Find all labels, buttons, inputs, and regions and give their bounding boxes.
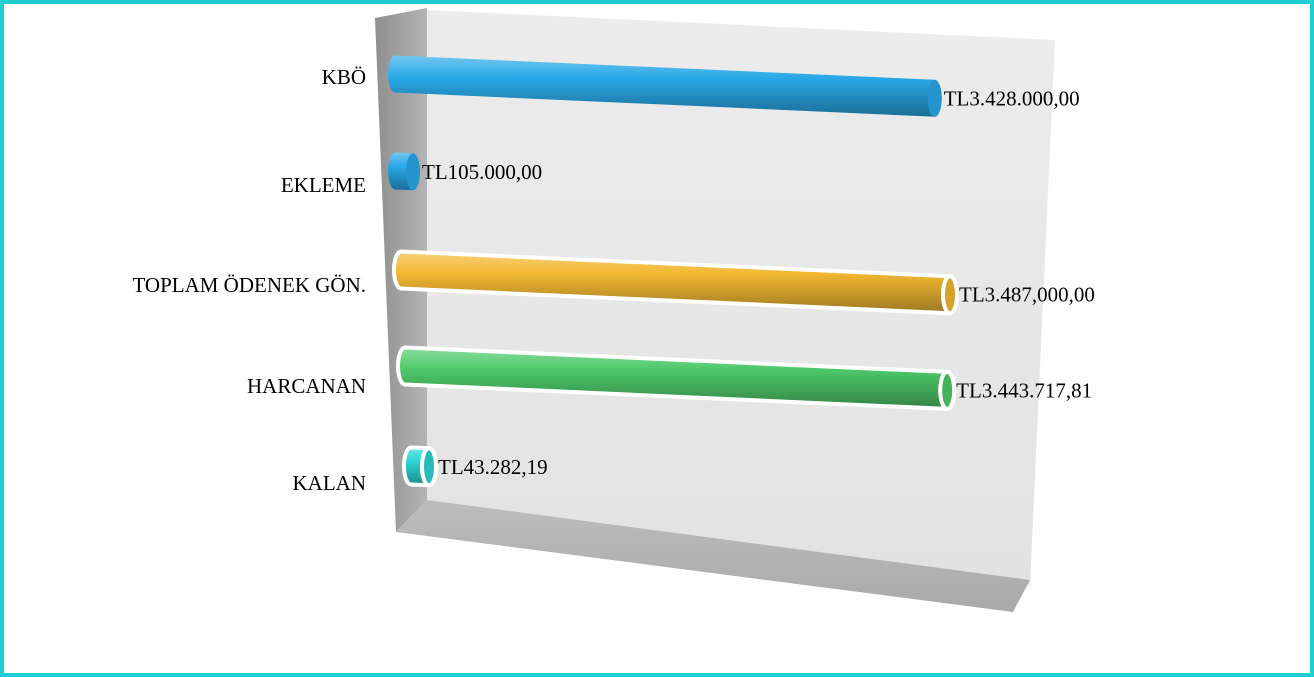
bar-cap bbox=[406, 153, 420, 190]
bar-cap bbox=[943, 276, 957, 313]
category-label: HARCANAN bbox=[247, 374, 366, 398]
bar-cap bbox=[422, 448, 436, 485]
data-label: TL105.000,00 bbox=[422, 160, 542, 184]
bar-cap bbox=[928, 80, 942, 117]
bar bbox=[388, 153, 420, 191]
data-label: TL43.282,19 bbox=[438, 455, 548, 479]
category-label: EKLEME bbox=[281, 173, 366, 197]
category-label: TOPLAM ÖDENEK GÖN. bbox=[132, 273, 366, 297]
data-label: TL3.443.717,81 bbox=[956, 378, 1092, 402]
data-label: TL3.487,000,00 bbox=[959, 283, 1095, 307]
category-label: KBÖ bbox=[322, 65, 366, 89]
bar bbox=[404, 448, 436, 486]
data-label: TL3.428.000,00 bbox=[944, 86, 1080, 110]
category-label: KALAN bbox=[293, 471, 367, 495]
bar-cap bbox=[940, 372, 954, 409]
